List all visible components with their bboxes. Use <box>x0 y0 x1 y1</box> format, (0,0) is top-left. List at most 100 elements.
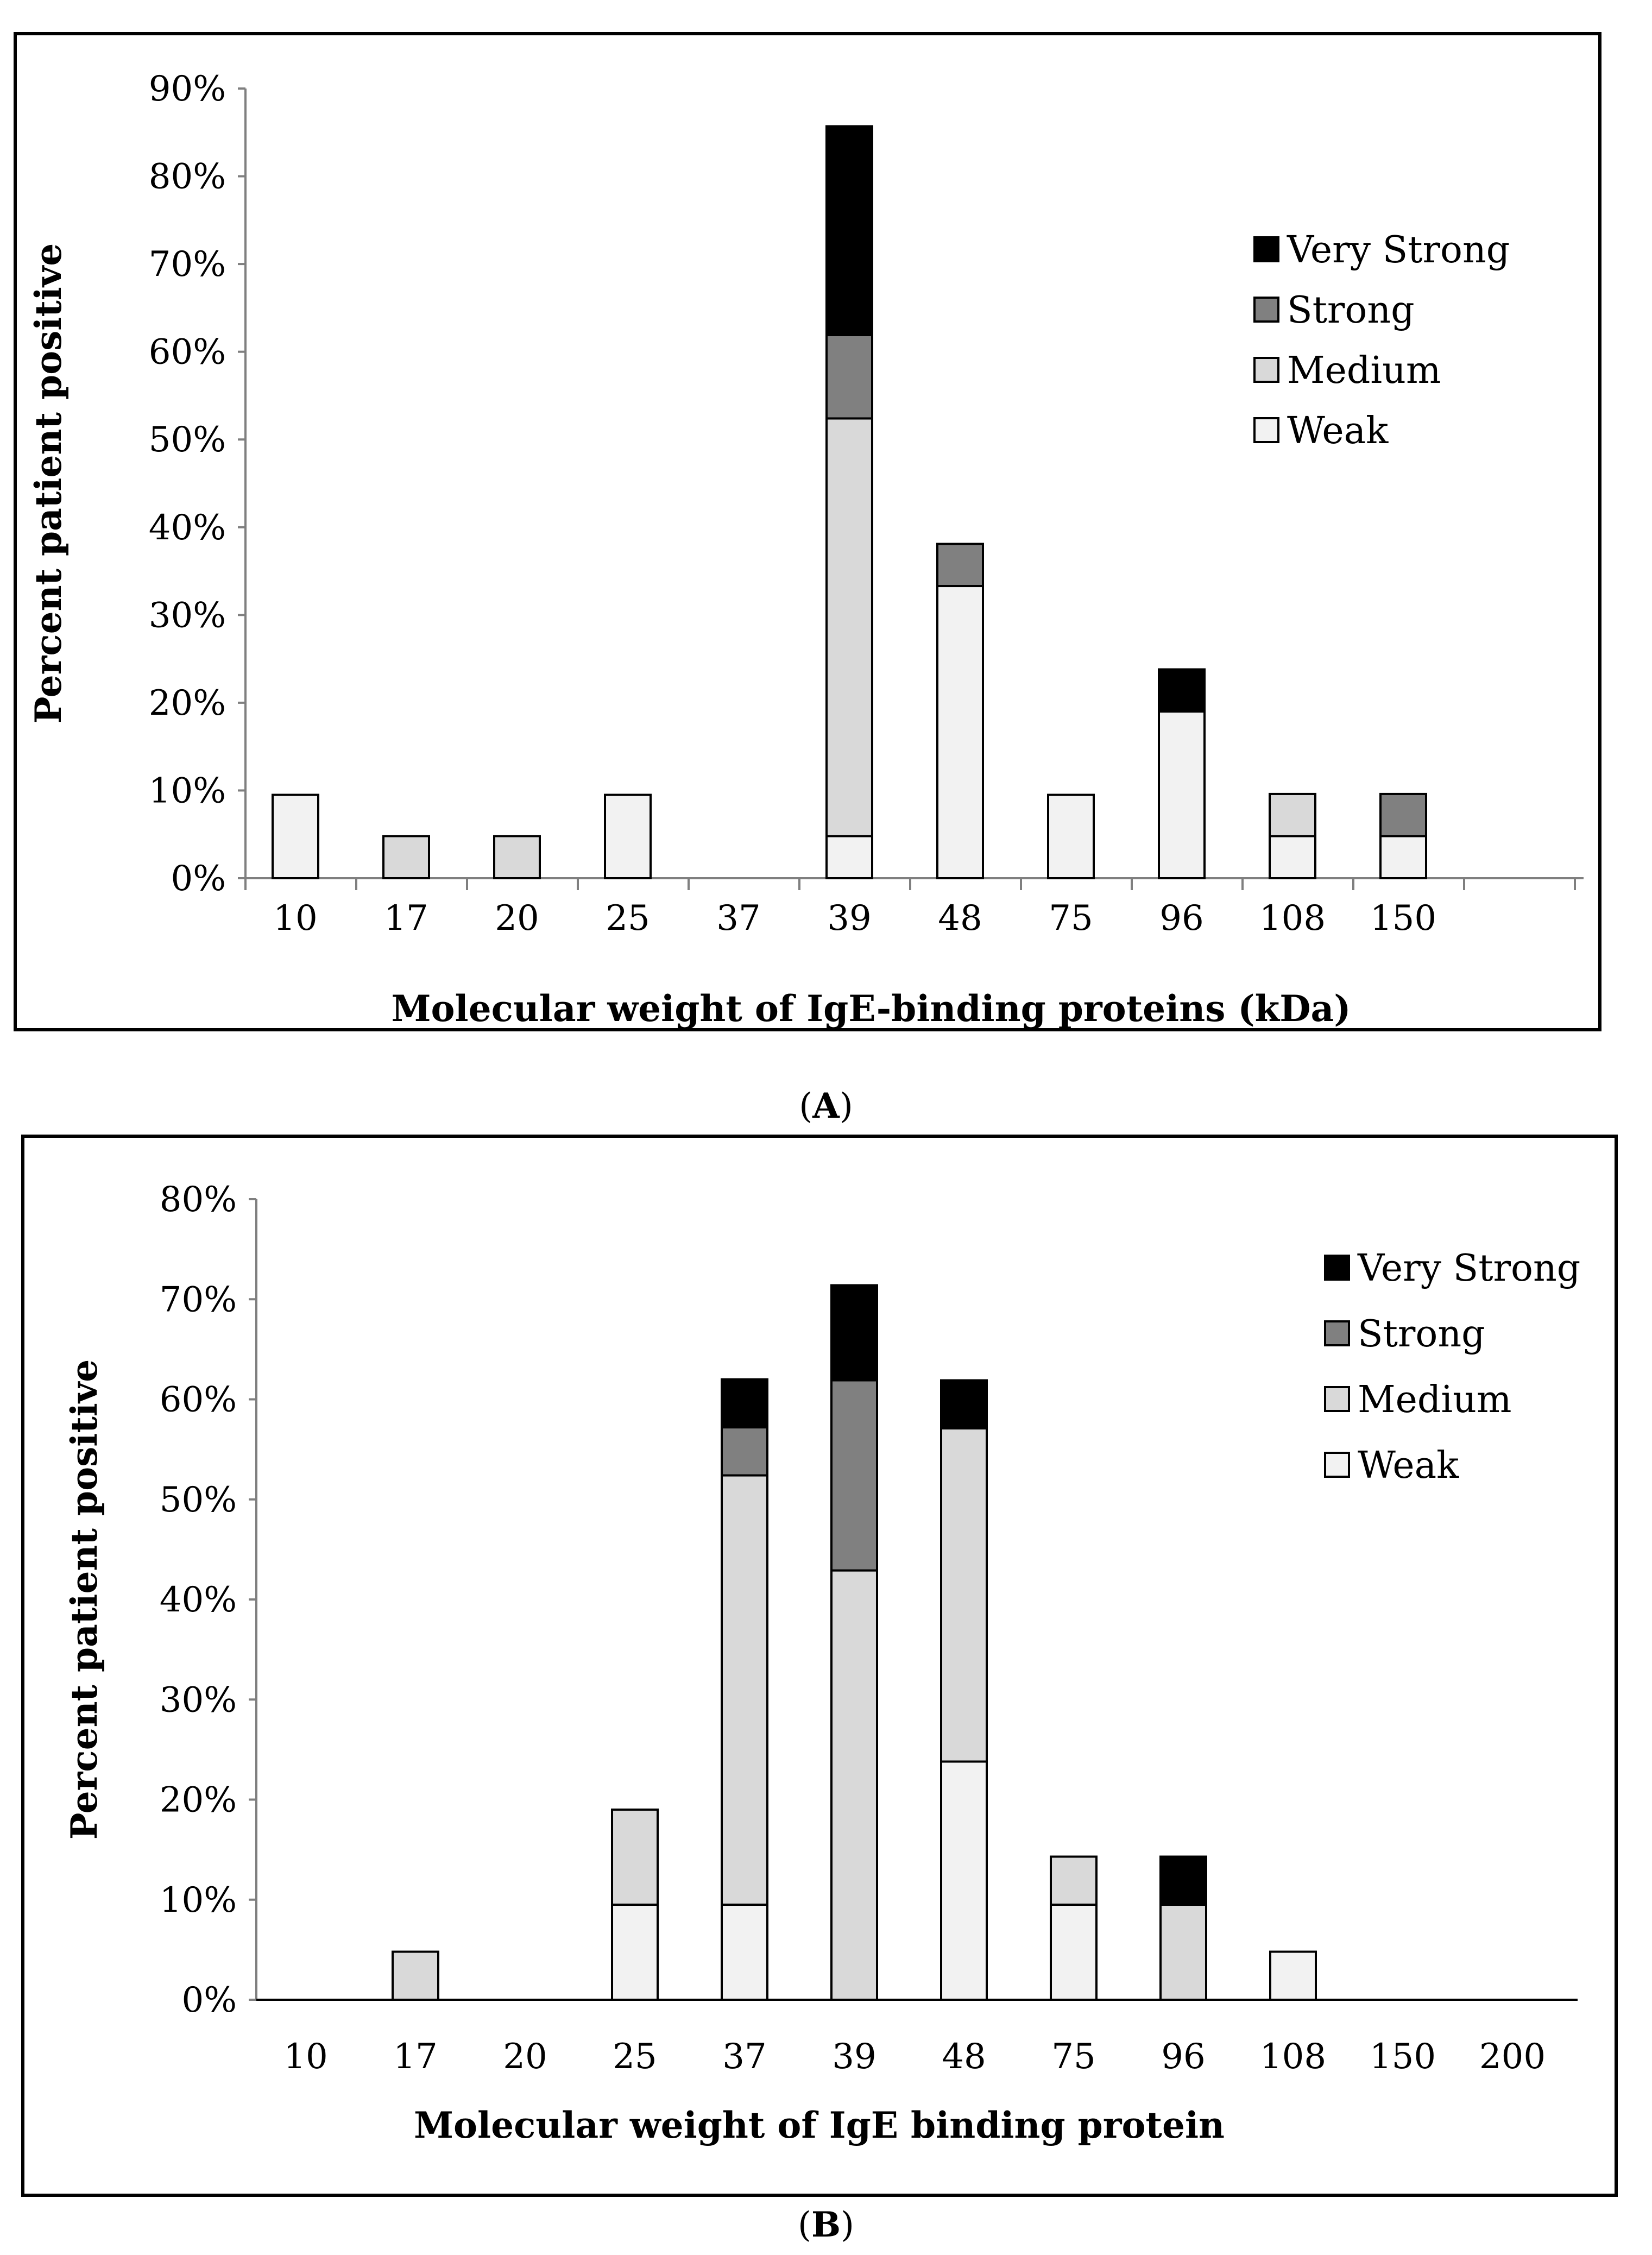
panel-b-x-tick-label: 10 <box>283 2037 327 2077</box>
panel-b-y-tick-label: 70% <box>160 1280 237 1320</box>
panel-b-bar-37-very-strong <box>721 1378 768 1429</box>
panel-a-bar-10-weak <box>272 793 319 879</box>
panel-b-bar-108-weak <box>1269 1950 1317 2001</box>
panel-a-caption: (A) <box>799 1086 853 1126</box>
panel-a-bar-39-medium <box>825 417 873 837</box>
panel-b-legend-swatch-strong <box>1324 1320 1350 1346</box>
panel-a-legend-swatch-medium <box>1253 357 1279 383</box>
panel-b-bar-75-medium <box>1050 1855 1098 1906</box>
panel-a-bar-20-medium <box>493 835 541 880</box>
panel-b-x-tick-label: 96 <box>1161 2037 1205 2077</box>
panel-a-x-tick-label: 25 <box>606 898 650 938</box>
panel-b-x-tick-label: 37 <box>722 2037 766 2077</box>
panel-b-bar-37-medium <box>721 1474 768 1906</box>
panel-a-y-tick-label: 50% <box>149 420 226 460</box>
panel-a-bar-150-strong <box>1379 792 1427 837</box>
panel-b-caption: (B) <box>798 2204 854 2245</box>
panel-a-bar-48-strong <box>936 543 984 588</box>
panel-a-legend-label-medium: Medium <box>1287 349 1441 392</box>
panel-b-y-axis-label: Percent patient positive <box>63 1359 105 1840</box>
panel-b-y-tick-label: 50% <box>160 1480 237 1520</box>
panel-a-y-tick-label: 80% <box>149 157 226 197</box>
panel-a-x-tick-label: 10 <box>273 898 317 938</box>
panel-b-x-tick-label: 39 <box>832 2037 876 2077</box>
panel-b-frame <box>21 1135 1618 2197</box>
panel-b-bar-48-very-strong <box>940 1379 988 1429</box>
panel-b-x-axis-label: Molecular weight of IgE binding protein <box>414 2104 1225 2146</box>
panel-b-bar-39-strong <box>830 1379 878 1572</box>
panel-b-x-tick-label: 150 <box>1370 2037 1436 2077</box>
panel-a-x-tick-label: 96 <box>1159 898 1203 938</box>
panel-a-x-tick-label: 150 <box>1370 898 1436 938</box>
panel-a-chart: 0% 10% 20% 30% 40% 50% 60% 70% 80% 90% 10 17 20 25 37 3… <box>14 32 1601 1031</box>
panel-b-y-tick-label: 20% <box>160 1780 237 1821</box>
panel-b-y-tick-label: 10% <box>160 1880 237 1920</box>
panel-a-y-tick-label: 30% <box>149 595 226 635</box>
panel-a-bar-96-very-strong <box>1158 668 1206 713</box>
panel-b-x-tick-label: 108 <box>1260 2037 1326 2077</box>
panel-a-bar-39-very-strong <box>825 125 873 336</box>
panel-b-x-tick-label: 20 <box>503 2037 547 2077</box>
panel-a-y-tick-label: 60% <box>149 332 226 373</box>
panel-a-bar-48-weak <box>936 585 984 879</box>
panel-a-y-tick-label: 0% <box>171 859 226 899</box>
panel-a-bar-75-weak <box>1047 793 1095 879</box>
panel-b-y-tick-label: 0% <box>181 1980 237 2020</box>
panel-a-frame <box>14 32 1601 1031</box>
panel-a-bar-108-weak <box>1269 835 1316 880</box>
panel-a-legend-label-strong: Strong <box>1287 289 1415 332</box>
panel-a-bar-108-medium <box>1269 792 1316 837</box>
panel-a-x-tick-label: 37 <box>716 898 760 938</box>
panel-a-y-tick-label: 20% <box>149 683 226 723</box>
panel-a-y-axis-label: Percent patient positive <box>27 243 70 723</box>
panel-b-legend-label-weak: Weak <box>1358 1444 1459 1487</box>
panel-b-x-tick-label: 48 <box>942 2037 986 2077</box>
panel-b-bar-39-medium <box>830 1569 878 2001</box>
panel-a-x-tick-label: 75 <box>1049 898 1093 938</box>
panel-a-legend-swatch-strong <box>1253 297 1279 323</box>
panel-b-legend-swatch-medium <box>1324 1386 1350 1412</box>
panel-a-x-tick-label: 17 <box>384 898 428 938</box>
panel-b-y-tick-label: 60% <box>160 1380 237 1420</box>
panel-b-bar-39-very-strong <box>830 1284 878 1382</box>
panel-b-legend-label-medium: Medium <box>1358 1378 1511 1421</box>
panel-b-bar-37-weak <box>721 1903 768 2001</box>
panel-a-legend-swatch-very-strong <box>1253 236 1279 262</box>
panel-b-legend-label-very-strong: Very Strong <box>1357 1247 1580 1290</box>
panel-a-y-tick-label: 90% <box>149 69 226 109</box>
panel-b-bar-25-medium <box>611 1808 659 1906</box>
panel-a-x-tick-label: 39 <box>827 898 871 938</box>
panel-a-legend-label-weak: Weak <box>1287 410 1389 452</box>
panel-b-bar-75-weak <box>1050 1903 1098 2001</box>
panel-b-bar-37-strong <box>721 1426 768 1477</box>
panel-a-bar-39-weak <box>825 835 873 880</box>
panel-a-bar-96-weak <box>1158 710 1206 879</box>
panel-b-legend-swatch-very-strong <box>1324 1255 1350 1281</box>
panel-a-bar-39-strong <box>825 333 873 420</box>
panel-b-y-tick-label: 30% <box>160 1680 237 1720</box>
panel-b-bar-25-weak <box>611 1903 659 2001</box>
panel-a-bar-17-medium <box>382 835 430 880</box>
panel-b-x-tick-label: 200 <box>1479 2037 1546 2077</box>
panel-b-legend-label-strong: Strong <box>1358 1313 1485 1356</box>
panel-b-x-tick-label: 25 <box>613 2037 657 2077</box>
panel-a-legend-swatch-weak <box>1253 417 1279 443</box>
panel-b-bar-17-medium <box>392 1950 439 2001</box>
panel-a-bar-25-weak <box>604 793 652 879</box>
panel-a-x-tick-label: 20 <box>495 898 539 938</box>
panel-b-legend-swatch-weak <box>1324 1452 1350 1478</box>
panel-a-x-tick-label: 48 <box>938 898 982 938</box>
panel-b-bar-96-very-strong <box>1159 1855 1207 1906</box>
panel-a-legend-label-very-strong: Very Strong <box>1287 229 1510 272</box>
panel-b-bar-48-weak <box>940 1760 988 2001</box>
panel-a-y-tick-label: 10% <box>149 771 226 811</box>
panel-b-x-tick-label: 75 <box>1051 2037 1095 2077</box>
panel-b-y-tick-label: 40% <box>160 1580 237 1620</box>
panel-b-bar-96-medium <box>1159 1903 1207 2001</box>
panel-a-y-tick-label: 70% <box>149 244 226 285</box>
panel-a-y-tick-label: 40% <box>149 508 226 548</box>
panel-a-bar-150-weak <box>1379 835 1427 880</box>
panel-b-y-tick-label: 80% <box>160 1180 237 1220</box>
panel-b-x-tick-label: 17 <box>393 2037 437 2077</box>
